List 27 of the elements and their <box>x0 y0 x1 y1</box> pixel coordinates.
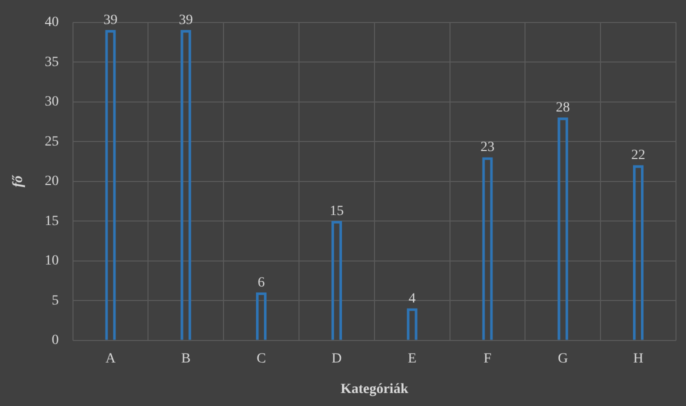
y-tick-label: 5 <box>52 293 59 308</box>
data-label: 4 <box>408 291 416 306</box>
data-label: 22 <box>631 148 646 164</box>
data-label: 39 <box>104 13 118 28</box>
data-label: 39 <box>178 13 193 28</box>
x-tick-label: D <box>332 351 342 366</box>
data-label: 23 <box>480 140 494 156</box>
y-tick-label: 20 <box>44 174 59 190</box>
x-tick-label: C <box>256 351 266 366</box>
x-tick-label: G <box>558 351 568 366</box>
y-tick-label: 30 <box>44 94 59 110</box>
x-tick-label: B <box>181 351 191 366</box>
y-tick-label: 40 <box>44 15 59 30</box>
y-axis-title: fő <box>11 174 26 188</box>
y-tick-label: 0 <box>52 333 59 348</box>
y-tick-label: 15 <box>44 214 59 229</box>
x-tick-label: F <box>484 351 492 366</box>
x-tick-label: A <box>105 351 116 366</box>
x-axis-title: Kategóriák <box>340 382 408 398</box>
y-tick-label: 35 <box>44 54 59 70</box>
y-tick-label: 25 <box>44 134 59 150</box>
data-label: 6 <box>258 275 265 290</box>
x-tick-label: H <box>633 351 644 366</box>
data-label: 15 <box>330 204 344 219</box>
x-tick-label: E <box>408 351 416 366</box>
data-label: 28 <box>556 100 570 116</box>
y-tick-label: 10 <box>44 254 59 269</box>
